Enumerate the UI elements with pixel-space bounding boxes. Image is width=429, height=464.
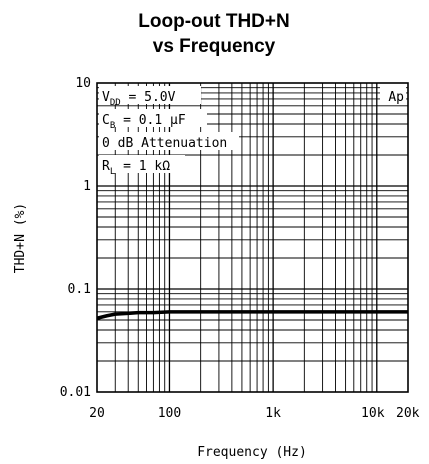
attenuation-annotation: 0 dB Attenuation (102, 136, 227, 151)
y-tick-label: 1 (83, 179, 91, 194)
y-axis-label: THD+N (%) (13, 203, 28, 273)
x-tick-label: 20k (396, 406, 420, 421)
chart-title-line1: Loop-out THD+N (138, 11, 289, 32)
x-tick-labels: 20 100 1k 10k 20k (89, 406, 419, 421)
y-tick-label: 0.1 (68, 282, 91, 297)
plot-grid (97, 83, 408, 392)
vdd-annotation: VDD = 5.0V (102, 90, 176, 108)
x-tick-label: 100 (158, 406, 181, 421)
brand-annotation: Ap (388, 90, 404, 105)
y-tick-label: 10 (75, 76, 91, 91)
x-axis-label: Frequency (Hz) (197, 445, 307, 460)
x-tick-label: 1k (265, 406, 281, 421)
attenuation-annotation-bg (99, 132, 239, 150)
condition-annotations: VDD = 5.0V CB = 0.1 μF 0 dB Attenuation … (99, 86, 406, 177)
y-tick-label: 0.01 (60, 385, 91, 400)
y-tick-labels: 10 1 0.1 0.01 (60, 76, 91, 400)
rl-annotation-bg (99, 155, 185, 173)
brand-annotation-bg (380, 86, 406, 104)
vdd-annotation-bg (99, 86, 201, 104)
chart-title-line2: vs Frequency (153, 36, 276, 57)
plot-frame (96, 82, 409, 393)
cb-annotation: CB = 0.1 μF (102, 113, 186, 131)
x-tick-label: 10k (361, 406, 385, 421)
x-tick-label: 20 (89, 406, 105, 421)
thd-series-line (96, 310, 408, 320)
rl-annotation: RL = 1 kΩ (102, 159, 170, 177)
cb-annotation-bg (99, 109, 207, 127)
